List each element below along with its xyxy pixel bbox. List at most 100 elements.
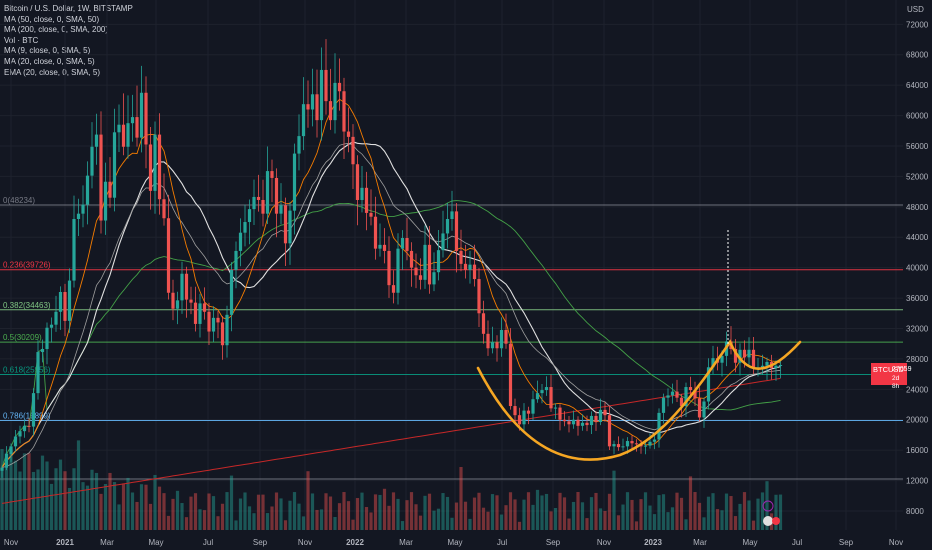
volume-bar (193, 493, 198, 530)
candle-body (765, 361, 769, 366)
candle-body (54, 311, 58, 325)
volume-bar (328, 496, 333, 530)
volume-bar (297, 503, 301, 530)
time-tick-label: May (447, 538, 462, 547)
legend-indicator-ema20[interactable]: EMA (20, close, 0, SMA, 5) (4, 67, 101, 77)
candle-body (661, 397, 666, 413)
volume-bar (202, 510, 207, 530)
time-tick-label: Sep (546, 538, 561, 547)
candle-body (49, 324, 54, 328)
price-tag-value: 27059 (892, 366, 912, 373)
ema20-line (1, 142, 781, 468)
volume-bar (85, 485, 90, 530)
legend-indicator-ma50[interactable]: MA (50, close, 0, SMA, 50) (4, 14, 100, 24)
volume-bar (319, 509, 324, 530)
candle-body (625, 441, 630, 447)
candle-body (648, 441, 652, 446)
candle-body (94, 134, 99, 147)
time-tick-label: Nov (4, 538, 18, 547)
volume-bar (369, 512, 373, 530)
candle-body (549, 387, 553, 409)
candle-body (378, 244, 382, 249)
volume-bar (508, 492, 513, 530)
volume-bar (382, 488, 387, 530)
candle-body (99, 134, 103, 221)
candle-body (621, 446, 625, 448)
candle-body (612, 444, 616, 447)
candle-body (126, 123, 130, 147)
volume-bar (0, 449, 4, 530)
price-tick-label: 12000 (906, 477, 929, 486)
price-tick-label: 52000 (906, 172, 929, 181)
candle-body (333, 82, 337, 121)
volume-bar (225, 492, 229, 530)
candle-body (85, 175, 90, 205)
candle-body (247, 209, 252, 223)
time-tick-label: May (148, 538, 163, 547)
legend-indicator-ma200[interactable]: MA (200, close, 0, SMA, 200) (4, 25, 109, 35)
volume-bar (247, 506, 252, 530)
candle-body (243, 222, 247, 233)
time-tick-label: 2021 (56, 538, 74, 547)
chart-grid (0, 0, 903, 530)
candle-body (90, 146, 94, 176)
volume-bar (405, 500, 409, 530)
candle-body (598, 409, 603, 423)
candle-body (688, 387, 693, 391)
volume-bar (54, 468, 58, 530)
volume-bar (535, 489, 540, 530)
price-tick-label: 32000 (906, 324, 929, 333)
volume-bar (639, 499, 643, 530)
candle-body (310, 94, 315, 110)
legend-indicator-ma20[interactable]: MA (20, close, 0, SMA, 5) (4, 56, 95, 66)
volume-bar (198, 509, 202, 530)
volume-bar (261, 494, 265, 530)
volume-bar (513, 499, 517, 530)
candle-body (652, 439, 657, 442)
candle-body (706, 367, 711, 402)
volume-bar (4, 452, 9, 530)
candle-body (63, 291, 67, 321)
candle-body (342, 91, 346, 132)
candle-body (283, 205, 288, 244)
candle-body (4, 453, 9, 468)
volume-bar (733, 516, 738, 530)
volume-bar (153, 474, 157, 530)
volume-bar (76, 440, 81, 530)
volume-bar (409, 492, 414, 530)
volume-bar (31, 471, 36, 530)
price-tick-label: 28000 (906, 355, 929, 364)
legend-indicator-volume[interactable]: Vol · BTC (4, 35, 39, 45)
volume-bar (58, 459, 63, 530)
volume-bar (499, 514, 504, 530)
candle-body (441, 233, 445, 251)
candle-body (180, 273, 184, 301)
volume-bar (139, 484, 144, 530)
volume-bar (522, 499, 526, 530)
candle-body (526, 410, 531, 414)
candlesticks (0, 39, 783, 478)
volume-bar (9, 446, 13, 530)
candle-body (175, 300, 180, 309)
candle-body (774, 365, 778, 369)
volume-bar (414, 504, 418, 530)
volume-bar (427, 493, 432, 530)
volume-bar (180, 503, 184, 530)
candle-body (67, 280, 72, 321)
volume-bar (648, 505, 652, 530)
volume-bar (738, 503, 742, 530)
fib-label: 0(48234) (3, 196, 35, 205)
volume-bar (576, 492, 580, 530)
candle-body (634, 443, 639, 445)
legend-indicator-ma9[interactable]: MA (9, close, 0, SMA, 5) (4, 46, 91, 56)
candle-body (144, 92, 148, 145)
candle-body (369, 212, 373, 217)
candle-body (346, 131, 351, 137)
candle-body (571, 419, 576, 425)
volume-bar (688, 476, 693, 530)
candle-body (121, 124, 126, 147)
volume-bar (607, 493, 612, 530)
price-tick-label: 8000 (906, 507, 924, 516)
time-tick-label: Jul (792, 538, 802, 547)
